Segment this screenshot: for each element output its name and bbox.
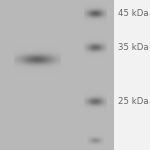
Text: 45 kDa: 45 kDa (118, 9, 149, 18)
Text: 25 kDa: 25 kDa (118, 98, 149, 106)
Bar (0, 0, 114, 150)
Text: 35 kDa: 35 kDa (118, 44, 149, 52)
